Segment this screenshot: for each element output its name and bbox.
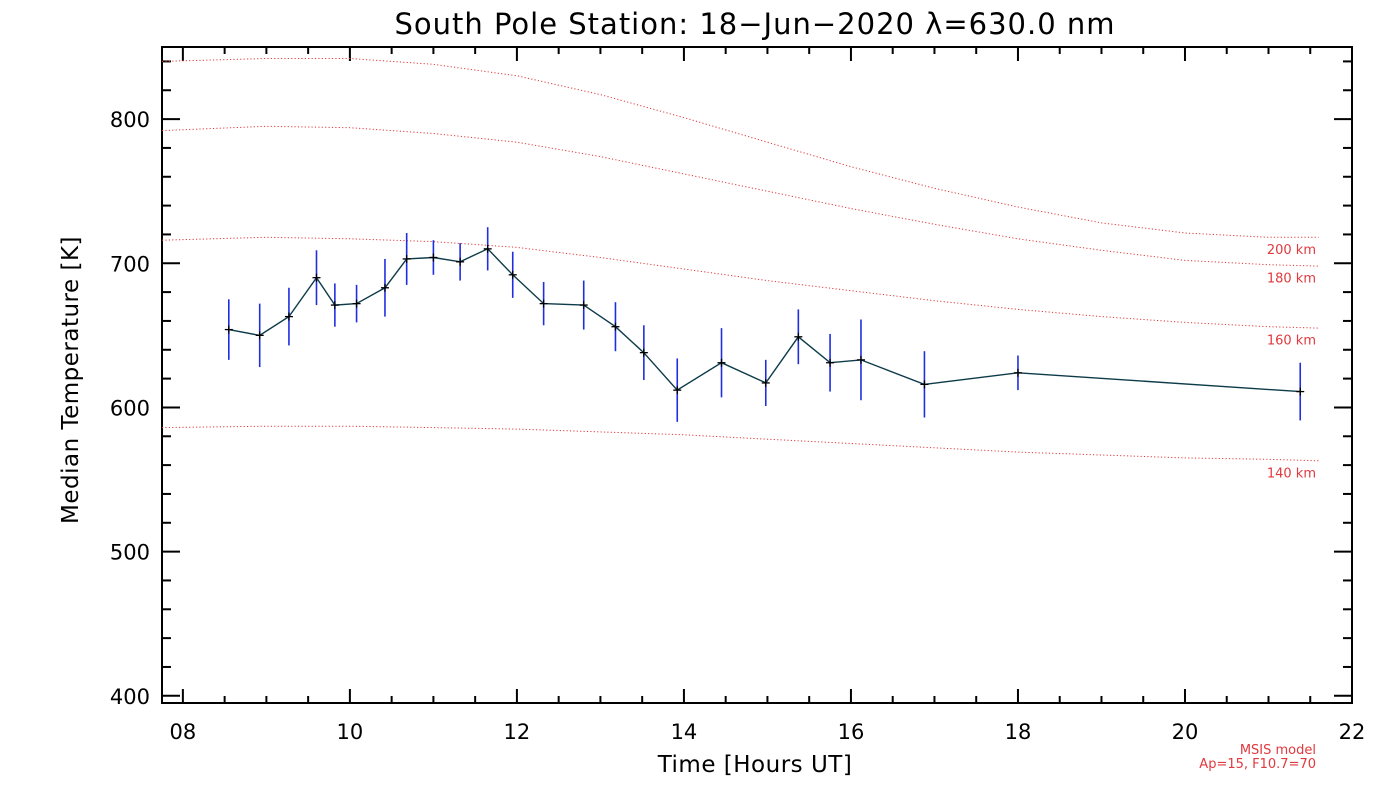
y-axis-label: Median Temperature [K] <box>58 236 84 524</box>
data-point <box>539 299 548 308</box>
y-tick-label: 500 <box>110 541 150 565</box>
data-point <box>1013 368 1022 377</box>
model-curve-label: 140 km <box>1267 466 1316 481</box>
data-point <box>255 331 264 340</box>
x-axis: 08 10 12 14 16 18 20 22 <box>170 47 1366 744</box>
x-tick-label: 12 <box>504 720 531 744</box>
data-point <box>429 253 438 262</box>
x-tick-label: 14 <box>671 720 698 744</box>
y-tick-label: 800 <box>110 108 150 132</box>
data-point <box>761 378 770 387</box>
model-curve-180-km <box>161 125 1319 267</box>
error-bars <box>228 227 1302 422</box>
data-point <box>352 299 361 308</box>
model-curve-200-km <box>161 58 1319 238</box>
data-point <box>611 322 620 331</box>
x-tick-label: 22 <box>1339 720 1366 744</box>
data-point <box>284 312 293 321</box>
x-axis-label: Time [Hours UT] <box>657 752 853 778</box>
plot-border <box>161 46 1353 704</box>
data-point <box>920 380 929 389</box>
model-curve-label: 180 km <box>1267 272 1316 287</box>
y-tick-label: 600 <box>110 396 150 420</box>
model-curve-label: 160 km <box>1267 334 1316 349</box>
data-point <box>794 332 803 341</box>
data-point <box>456 257 465 266</box>
data-point <box>639 348 648 357</box>
data-markers <box>224 244 1305 396</box>
data-point <box>483 244 492 253</box>
data-point <box>579 301 588 310</box>
y-tick-label: 400 <box>110 685 150 709</box>
model-curve-label: 200 km <box>1267 243 1316 258</box>
model-curves: 200 km 180 km 160 km 140 km <box>161 58 1319 481</box>
data-point <box>856 355 865 364</box>
model-curve-160-km <box>161 236 1319 329</box>
data-point <box>380 283 389 292</box>
x-tick-label: 10 <box>337 720 364 744</box>
data-point <box>312 273 321 282</box>
y-axis: 400 500 600 700 800 <box>110 60 1352 709</box>
footnote-line-1: MSIS model <box>1240 743 1316 758</box>
data-point <box>717 358 726 367</box>
chart-title: South Pole Station: 18−Jun−2020 λ=630.0 … <box>394 7 1115 41</box>
x-tick-label: 16 <box>838 720 865 744</box>
series-line <box>228 247 1301 393</box>
x-tick-label: 20 <box>1172 720 1199 744</box>
data-point <box>330 301 339 310</box>
plot-frame <box>161 46 1353 704</box>
series-line-group <box>228 247 1301 393</box>
footnote-line-2: Ap=15, F10.7=70 <box>1199 757 1316 772</box>
data-point <box>673 386 682 395</box>
y-tick-label: 700 <box>110 252 150 276</box>
x-tick-label: 18 <box>1005 720 1032 744</box>
data-point <box>402 254 411 263</box>
x-tick-label: 08 <box>170 720 197 744</box>
model-curve-140-km <box>161 425 1319 462</box>
data-point <box>1296 387 1305 396</box>
data-point <box>224 325 233 334</box>
data-point <box>826 358 835 367</box>
data-point <box>508 270 517 279</box>
